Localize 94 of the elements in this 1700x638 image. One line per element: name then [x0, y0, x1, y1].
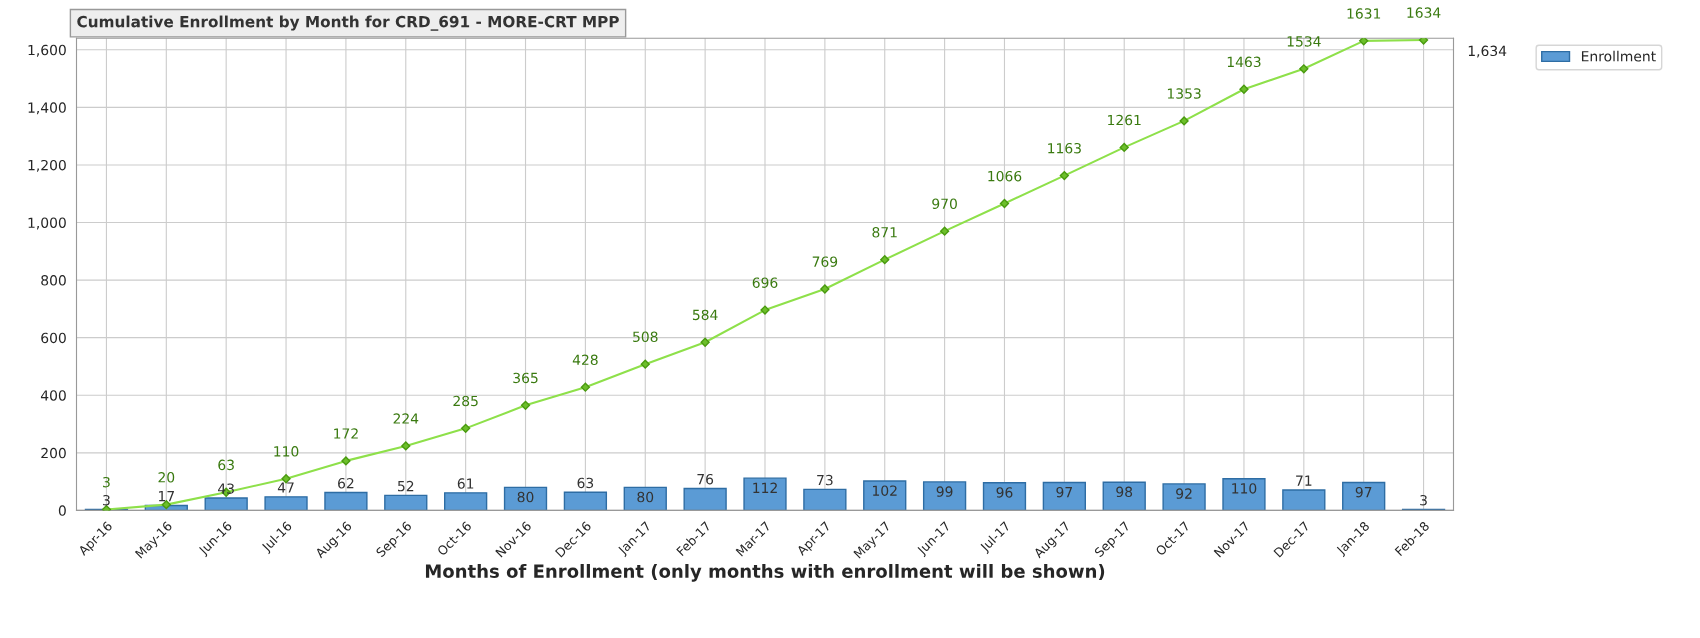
point [1119, 142, 1129, 153]
data-label: 110 [1232, 483, 1257, 494]
bar [1342, 481, 1386, 511]
data-label: 73 [817, 474, 833, 486]
data-label: 20 [158, 472, 175, 483]
bar [743, 477, 787, 511]
bar [1102, 481, 1146, 511]
y-tick-label: 400 [40, 390, 66, 401]
data-label: 52 [398, 480, 414, 492]
point [461, 423, 471, 433]
data-label: 172 [334, 428, 358, 439]
point [580, 382, 591, 392]
point [1359, 38, 1369, 46]
data-label: 1066 [988, 170, 1022, 182]
bar [264, 496, 308, 511]
point [520, 400, 531, 410]
bar [444, 492, 488, 511]
bar [563, 491, 608, 511]
y-tick-label: 1,200 [28, 159, 66, 172]
data-label: 1631 [1347, 8, 1381, 19]
point [700, 337, 710, 347]
data-label: 769 [812, 256, 838, 267]
data-label: 17 [158, 491, 174, 502]
bar [1042, 481, 1086, 511]
text: 1,634 [1468, 45, 1507, 58]
data-label: 1261 [1108, 114, 1141, 126]
point [640, 359, 650, 369]
y-tick-label: 1,400 [28, 102, 66, 115]
data-label: 1534 [1287, 36, 1321, 47]
data-label: 970 [932, 198, 957, 210]
bar [982, 482, 1027, 511]
data-label: 98 [1116, 486, 1133, 498]
data-label: 110 [274, 446, 299, 457]
data-label: 365 [513, 372, 538, 384]
point [939, 226, 950, 236]
point [341, 456, 351, 466]
bar [683, 487, 727, 511]
data-label: 63 [577, 477, 594, 489]
data-label: 696 [752, 277, 778, 288]
data-label: 3 [103, 476, 110, 488]
data-label: 97 [1355, 486, 1372, 498]
data-label: 1463 [1227, 56, 1261, 68]
bar [503, 486, 548, 511]
x-axis-title: Months of Enrollment (only months with enrollment will be shown) [425, 564, 1105, 582]
bar [863, 480, 907, 511]
chart-title: Cumulative Enrollment by Month for CRD_691 - MORE-CRT MPP [77, 15, 619, 31]
data-label: 428 [572, 354, 598, 366]
data-label: 1163 [1048, 142, 1081, 154]
data-label: 80 [637, 491, 654, 503]
point [1179, 116, 1189, 126]
y-tick-label: 800 [41, 275, 66, 286]
y-tick-label: 1,000 [28, 217, 66, 230]
point [1239, 84, 1249, 94]
point [820, 284, 830, 294]
legend-label: Enrollment [1581, 50, 1656, 62]
data-label: 224 [393, 413, 419, 424]
y-tick-label: 0 [58, 505, 66, 516]
y-tick-label: 1,600 [28, 44, 66, 57]
bar [922, 481, 967, 511]
data-label: 508 [633, 331, 658, 343]
point [1059, 170, 1069, 181]
bar [1162, 483, 1206, 511]
y-tick-label: 200 [41, 447, 66, 459]
data-label: 96 [996, 487, 1013, 498]
bar [1282, 489, 1326, 511]
point [401, 441, 411, 451]
y-tick-label: 600 [41, 332, 66, 344]
data-label: 63 [218, 459, 234, 471]
data-label: 47 [277, 482, 294, 493]
bar [384, 494, 428, 511]
data-label: 871 [872, 227, 897, 238]
bar [1222, 478, 1266, 511]
data-label: 80 [517, 491, 534, 503]
data-label: 285 [453, 395, 478, 407]
data-label: 1353 [1167, 88, 1201, 99]
data-label: 76 [697, 473, 714, 485]
bar [623, 486, 667, 511]
data-label: 71 [1296, 475, 1312, 486]
data-label: 92 [1176, 488, 1192, 499]
data-label: 61 [457, 478, 474, 489]
data-label: 62 [338, 477, 354, 489]
data-label: 97 [1056, 486, 1072, 498]
bar [803, 488, 847, 511]
data-label: 112 [753, 482, 777, 493]
data-label: 3 [1420, 494, 1427, 506]
point [1299, 64, 1309, 74]
bar [204, 497, 248, 511]
data-label: 3 [103, 494, 110, 506]
point [880, 255, 890, 265]
data-label: 584 [692, 309, 718, 321]
data-label: 102 [873, 485, 897, 496]
bar [324, 491, 368, 511]
data-label: 1634 [1407, 7, 1441, 18]
data-label: 99 [936, 486, 953, 497]
